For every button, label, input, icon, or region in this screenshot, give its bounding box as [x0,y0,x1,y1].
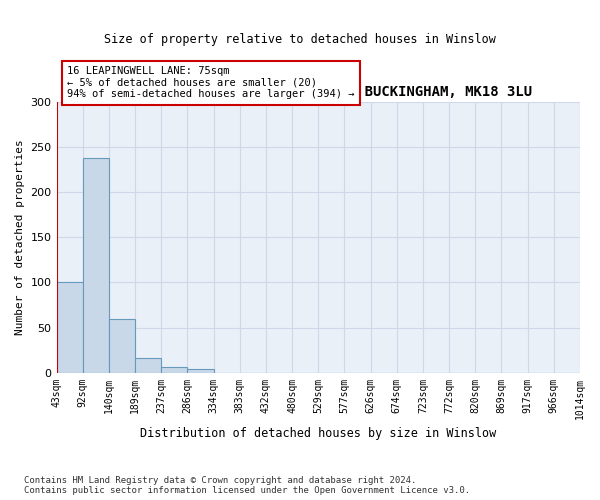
Y-axis label: Number of detached properties: Number of detached properties [15,140,25,335]
Bar [135,358,161,372]
Text: Contains HM Land Registry data © Crown copyright and database right 2024.
Contai: Contains HM Land Registry data © Crown c… [24,476,470,495]
Bar [109,318,135,372]
Text: Size of property relative to detached houses in Winslow: Size of property relative to detached ho… [104,32,496,46]
Bar [161,368,187,372]
Bar [56,282,83,372]
Bar [187,369,214,372]
Text: 16 LEAPINGWELL LANE: 75sqm
← 5% of detached houses are smaller (20)
94% of semi-: 16 LEAPINGWELL LANE: 75sqm ← 5% of detac… [67,66,355,100]
Bar [83,158,109,372]
Title: 16, LEAPINGWELL LANE, WINSLOW, BUCKINGHAM, MK18 3LU: 16, LEAPINGWELL LANE, WINSLOW, BUCKINGHA… [105,86,532,100]
X-axis label: Distribution of detached houses by size in Winslow: Distribution of detached houses by size … [140,427,496,440]
